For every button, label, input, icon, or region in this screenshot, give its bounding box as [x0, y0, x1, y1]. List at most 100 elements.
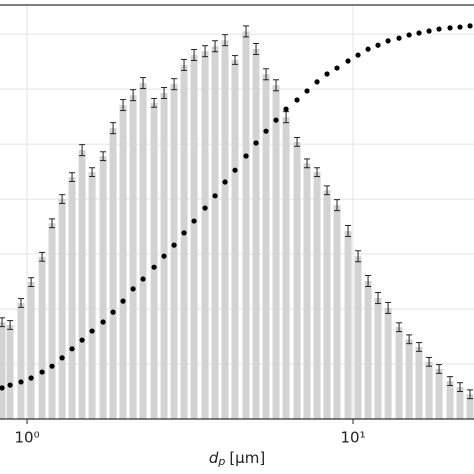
x-tick-label: 10⁰: [15, 429, 40, 447]
bar: [109, 128, 117, 419]
point: [334, 65, 340, 71]
bar: [119, 105, 127, 419]
point: [457, 24, 463, 30]
point: [426, 28, 432, 34]
bar: [333, 205, 341, 419]
point: [243, 153, 249, 159]
bar: [78, 150, 86, 420]
point: [140, 276, 146, 282]
point: [314, 79, 320, 85]
bar: [435, 368, 443, 419]
point: [49, 363, 55, 369]
point: [59, 355, 65, 361]
point: [436, 26, 442, 32]
bar: [139, 83, 147, 419]
bar: [68, 177, 76, 419]
bar: [384, 307, 392, 419]
bar: [48, 223, 56, 419]
point: [100, 319, 106, 325]
bar: [252, 48, 260, 419]
bar: [323, 190, 331, 419]
point: [7, 382, 13, 388]
point: [28, 375, 34, 381]
bar: [17, 302, 25, 419]
bar: [0, 322, 6, 419]
point: [396, 35, 402, 41]
point: [171, 242, 177, 248]
bar: [446, 381, 454, 419]
point: [355, 52, 361, 58]
point: [304, 88, 310, 94]
bar: [262, 74, 270, 419]
bar: [180, 64, 188, 419]
point: [447, 25, 453, 31]
point: [161, 253, 167, 259]
point: [110, 309, 116, 315]
x-axis-label: dp [μm]: [209, 449, 265, 469]
bar: [344, 230, 352, 419]
point: [89, 328, 95, 334]
bar: [211, 46, 219, 420]
bar: [272, 85, 280, 419]
point: [345, 58, 351, 64]
point: [273, 117, 279, 123]
bar: [88, 172, 96, 419]
point: [416, 30, 422, 36]
bar: [456, 387, 464, 419]
bar: [293, 141, 301, 420]
point: [232, 167, 238, 173]
point: [181, 230, 187, 236]
point: [191, 218, 197, 224]
bar: [364, 281, 372, 419]
bar: [190, 55, 198, 420]
point: [385, 38, 391, 44]
bar: [231, 59, 239, 420]
point: [375, 42, 381, 48]
bar: [6, 324, 14, 419]
point: [212, 193, 218, 199]
point: [0, 385, 5, 391]
bar: [303, 163, 311, 419]
bar: [201, 51, 209, 420]
point: [151, 264, 157, 270]
bar: [395, 327, 403, 419]
bar: [221, 40, 229, 419]
point: [324, 71, 330, 77]
bar: [354, 256, 362, 419]
bar: [282, 117, 290, 419]
point: [365, 46, 371, 52]
bar: [425, 361, 433, 419]
bar: [129, 95, 137, 419]
bar: [58, 199, 66, 419]
bar: [405, 339, 413, 419]
bar: [415, 346, 423, 419]
point: [39, 369, 45, 375]
point: [222, 179, 228, 185]
point: [263, 128, 269, 134]
point: [406, 32, 412, 38]
bar: [150, 102, 158, 420]
bar: [374, 298, 382, 419]
x-tick-label: 10¹: [340, 429, 365, 447]
point: [79, 337, 85, 343]
point: [69, 346, 75, 352]
point: [18, 379, 24, 385]
x-label-unit: [μm]: [229, 449, 265, 467]
bar: [27, 282, 35, 419]
x-label-symbol: d: [209, 449, 219, 467]
bar: [466, 394, 474, 419]
point: [253, 140, 259, 146]
bar: [242, 31, 250, 419]
bar: [313, 172, 321, 419]
point: [283, 106, 289, 112]
bar: [170, 84, 178, 419]
point: [467, 23, 473, 29]
point: [130, 286, 136, 292]
point: [294, 97, 300, 103]
x-label-subscript: p: [217, 455, 225, 468]
point: [202, 205, 208, 211]
bar: [99, 156, 107, 419]
point: [120, 298, 126, 304]
bar: [38, 256, 46, 419]
